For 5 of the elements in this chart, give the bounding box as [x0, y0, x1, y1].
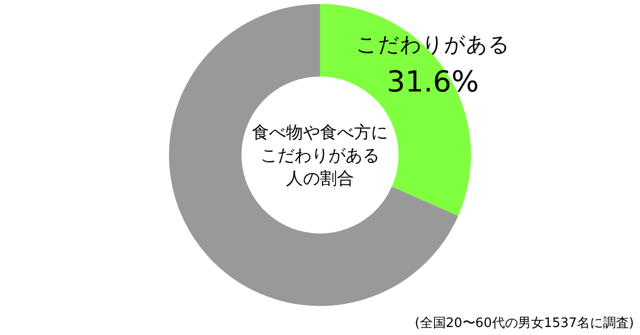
text: 人の割合	[286, 169, 354, 189]
text: (全国20〜60代の男女1537名に調査)	[414, 316, 634, 331]
slice-label: こだわりがある	[356, 32, 510, 56]
text: こだわりがある	[260, 146, 380, 166]
text: 食べ物や食べ方に	[252, 123, 388, 143]
